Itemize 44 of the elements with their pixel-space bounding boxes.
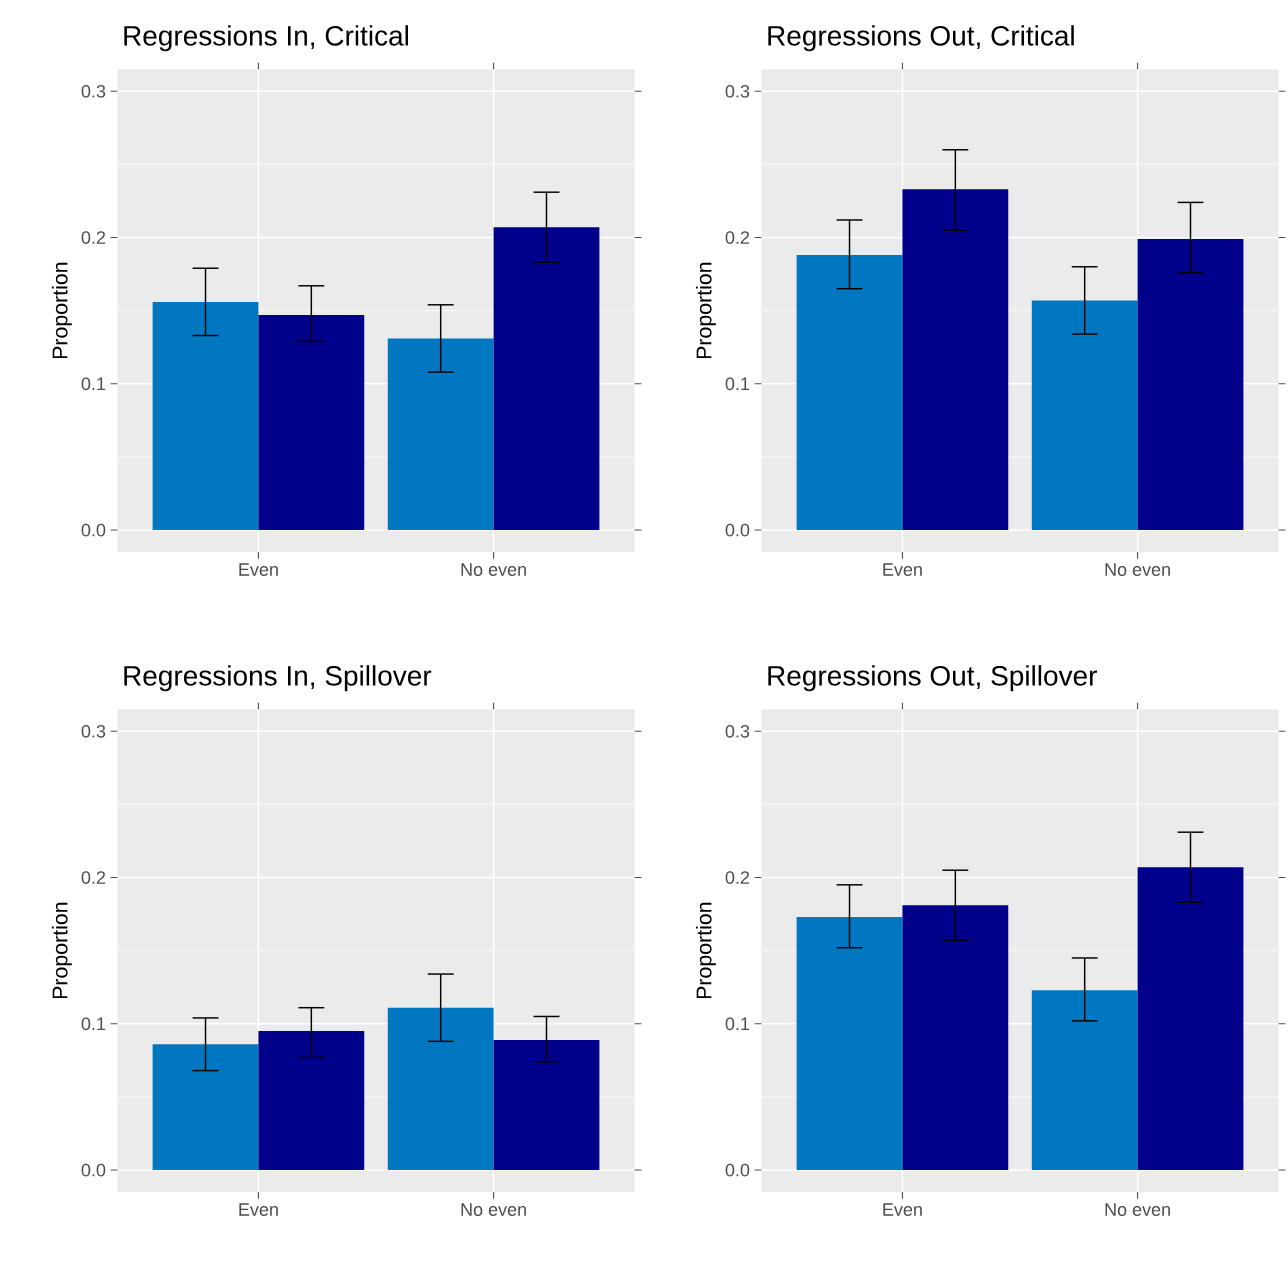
y-tick-label: 0.0 <box>725 1163 750 1177</box>
chart-title: Regressions Out, Critical <box>768 25 1074 52</box>
y-tick-label: 0.0 <box>725 523 750 537</box>
y-tick-label: 0.3 <box>81 85 106 98</box>
x-tick-label: No even <box>461 563 526 577</box>
x-tick-label: Even <box>239 563 278 577</box>
chart-title: Regressions In, Critical <box>124 25 408 52</box>
bar <box>796 917 903 1171</box>
y-tick-label: 0.1 <box>725 377 750 391</box>
bar <box>796 255 903 531</box>
bar <box>902 189 1009 531</box>
y-tick-label: 0.0 <box>81 523 106 537</box>
y-axis-title: Proportion <box>51 263 72 359</box>
x-tick-label: No even <box>461 1203 526 1217</box>
y-tick-label: 0.2 <box>81 231 106 245</box>
x-tick-label: Even <box>883 1203 922 1217</box>
y-tick-label: 0.2 <box>725 231 750 245</box>
bar <box>258 315 365 531</box>
y-tick-label: 0.1 <box>81 1017 106 1031</box>
x-tick-label: No even <box>1105 563 1170 577</box>
y-tick-label: 0.2 <box>81 871 106 885</box>
chart-title: Regressions In, Spillover <box>124 665 432 692</box>
chart-title: Regressions Out, Spillover <box>768 665 1097 692</box>
bar <box>493 227 600 531</box>
bar <box>152 302 259 531</box>
y-axis-title: Proportion <box>695 903 716 999</box>
bar <box>1137 239 1244 531</box>
x-tick-label: No even <box>1105 1203 1170 1217</box>
bar <box>902 905 1009 1171</box>
y-axis-title: Proportion <box>695 263 716 359</box>
y-axis-title: Proportion <box>51 903 72 999</box>
y-tick-label: 0.1 <box>81 377 106 391</box>
y-tick-label: 0.3 <box>725 725 750 738</box>
bar <box>1031 990 1138 1171</box>
y-tick-label: 0.3 <box>725 85 750 98</box>
y-tick-label: 0.0 <box>81 1163 106 1177</box>
x-tick-label: Even <box>883 563 922 577</box>
x-tick-label: Even <box>239 1203 278 1217</box>
bar <box>1031 300 1138 531</box>
y-tick-label: 0.3 <box>81 725 106 738</box>
y-tick-label: 0.2 <box>725 871 750 885</box>
bar <box>387 338 494 531</box>
y-tick-label: 0.1 <box>725 1017 750 1031</box>
bar <box>1137 867 1244 1171</box>
